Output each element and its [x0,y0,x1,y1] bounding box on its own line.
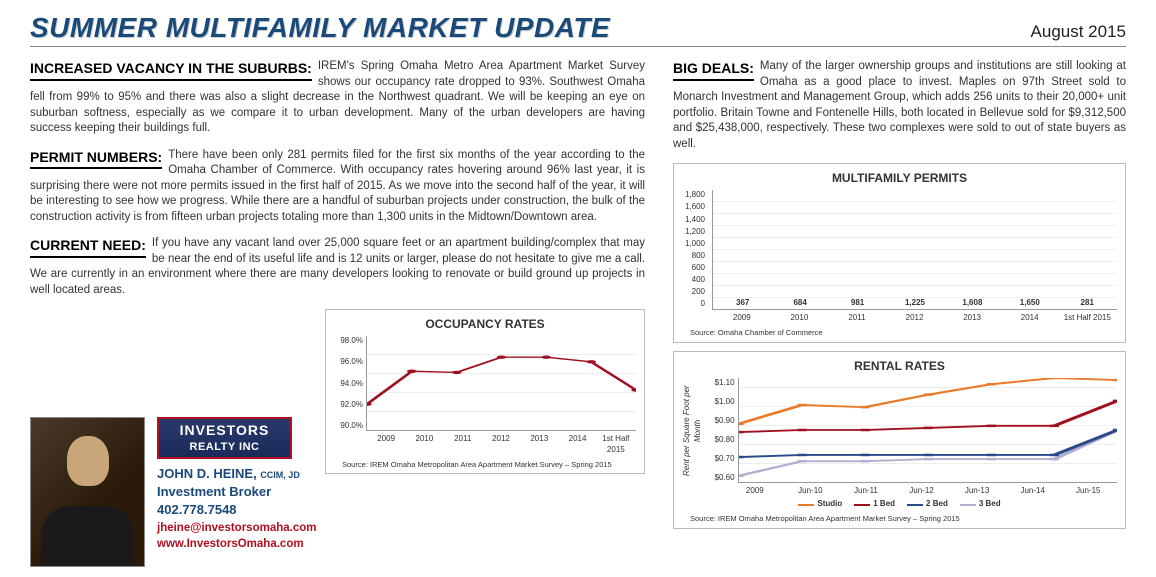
section-vacancy: INCREASED VACANCY IN THE SUBURBS: IREM's… [30,59,645,137]
page-title: SUMMER MULTIFAMILY MARKET UPDATE [30,12,610,44]
date: August 2015 [1031,22,1126,42]
rental-x-axis: 2009Jun-10Jun-11Jun-12Jun-13Jun-14Jun-15 [726,483,1117,497]
chart-title-occupancy: OCCUPANCY RATES [334,316,636,332]
rental-chart: RENTAL RATES Rent per Square Foot per Mo… [673,351,1126,529]
permits-bars: 3676849811,2251,6081,650281 [712,190,1117,310]
chart-source-occupancy: Source: IREM Omaha Metropolitan Area Apa… [334,460,636,470]
heading-permits: PERMIT NUMBERS: [30,148,162,170]
chart-source-rental: Source: IREM Omaha Metropolitan Area Apa… [682,514,1117,524]
contact-email: jheine@investorsomaha.com [157,520,316,536]
heading-deals: BIG DEALS: [673,59,754,81]
contact-block: INVESTORS REALTY INC JOHN D. HEINE, CCIM… [30,417,316,567]
rental-y-title: Rent per Square Foot per Month [682,378,704,483]
legend-3bed: 3 Bed [960,499,1001,510]
rental-y-axis: $1.10$1.00$0.90$0.80$0.70$0.60 [704,378,738,483]
occ-plot [366,336,636,431]
contact-name: JOHN D. HEINE, CCIM, JD [157,465,316,483]
heading-vacancy: INCREASED VACANCY IN THE SUBURBS: [30,59,312,81]
company-logo: INVESTORS REALTY INC [157,417,292,459]
section-need: CURRENT NEED: If you have any vacant lan… [30,236,645,298]
rental-plot [738,378,1117,483]
legend-1bed: 1 Bed [854,499,895,510]
permits-y-axis: 1,8001,6001,4001,2001,0008006004002000 [682,190,708,310]
contact-photo [30,417,145,567]
legend-2bed: 2 Bed [907,499,948,510]
occ-y-axis: 98.0%96.0%94.0%92.0%90.0% [334,336,366,431]
heading-need: CURRENT NEED: [30,236,146,258]
occ-x-axis: 2009201020112012201320141st Half 2015 [366,431,636,456]
legend-studio: Studio [798,499,842,510]
chart-title-rental: RENTAL RATES [682,358,1117,374]
section-permits: PERMIT NUMBERS: There have been only 281… [30,148,645,226]
permits-chart: MULTIFAMILY PERMITS 1,8001,6001,4001,200… [673,163,1126,343]
chart-source-permits: Source: Omaha Chamber of Commerce [682,328,1117,338]
contact-role: Investment Broker [157,483,316,501]
header: SUMMER MULTIFAMILY MARKET UPDATE August … [30,12,1126,47]
chart-title-permits: MULTIFAMILY PERMITS [682,170,1117,186]
contact-website: www.InvestorsOmaha.com [157,536,316,552]
occupancy-chart: OCCUPANCY RATES 98.0%96.0%94.0%92.0%90.0… [325,309,645,474]
contact-phone: 402.778.7548 [157,501,316,519]
permits-x-axis: 2009201020112012201320141st Half 2015 [712,310,1117,324]
rental-legend: Studio 1 Bed 2 Bed 3 Bed [682,499,1117,510]
section-deals: BIG DEALS: Many of the larger ownership … [673,59,1126,152]
